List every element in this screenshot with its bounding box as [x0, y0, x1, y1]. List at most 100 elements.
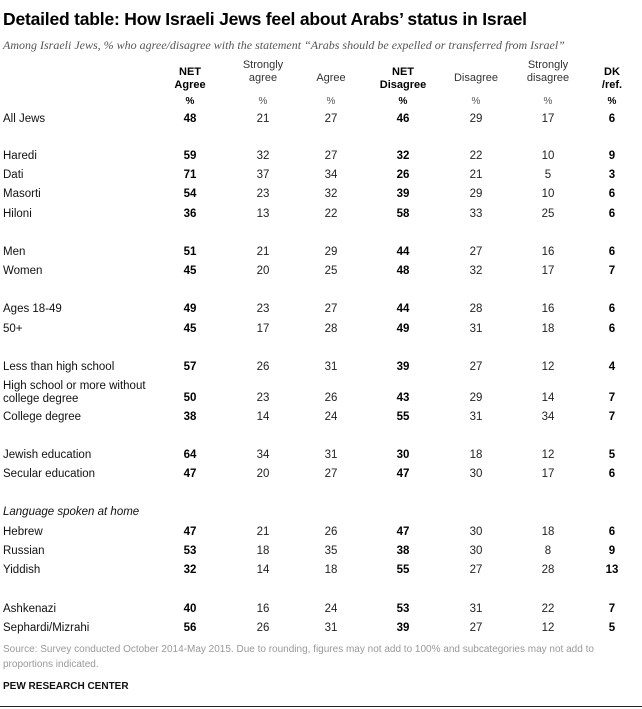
- table-cell: 23: [256, 303, 270, 315]
- table-cell: 48: [396, 265, 410, 277]
- table-cell: 59: [183, 150, 197, 162]
- table-cell: 71: [183, 169, 197, 181]
- table-cell: 44: [396, 246, 410, 258]
- table-cell: 6: [608, 323, 616, 335]
- column-header: Strongly agree: [242, 59, 284, 84]
- table-cell: 30: [396, 449, 410, 461]
- table-cell: 9: [608, 150, 616, 162]
- table-cell: 26: [256, 622, 270, 634]
- table-cell: 6: [608, 303, 616, 315]
- table-cell: 27: [324, 468, 338, 480]
- table-cell: 27: [324, 113, 338, 125]
- table-cell: 20: [256, 468, 270, 480]
- table-cell: 39: [396, 361, 410, 373]
- table-cell: 6: [608, 188, 616, 200]
- table-cell: 43: [396, 392, 410, 404]
- table-cell: 7: [608, 265, 616, 277]
- table-cell: 5: [608, 622, 616, 634]
- table-cell: 31: [324, 449, 338, 461]
- table-cell: 14: [256, 564, 270, 576]
- table-cell: 31: [469, 323, 483, 335]
- table-cell: 39: [396, 622, 410, 634]
- table-cell: 50: [183, 392, 197, 404]
- row-label: High school or more without college degr…: [3, 380, 146, 405]
- table-cell: 30: [469, 468, 483, 480]
- table-cell: 31: [324, 622, 338, 634]
- row-label: Jewish education: [3, 449, 92, 461]
- table-cell: 16: [541, 246, 555, 258]
- table-cell: 36: [183, 208, 197, 220]
- table-cell: 23: [256, 392, 270, 404]
- table-cell: 25: [541, 208, 555, 220]
- table-cell: 7: [608, 603, 616, 615]
- table-cell: 47: [396, 526, 410, 538]
- table-cell: 31: [469, 411, 483, 423]
- table-cell: 6: [608, 113, 616, 125]
- table-cell: 13: [605, 564, 619, 576]
- table-cell: 64: [183, 449, 197, 461]
- organization-credit: PEW RESEARCH CENTER: [3, 681, 129, 692]
- table-cell: 7: [608, 411, 616, 423]
- table-cell: 29: [324, 246, 338, 258]
- table-cell: 24: [324, 603, 338, 615]
- table-cell: 27: [469, 246, 483, 258]
- table-cell: 6: [608, 208, 616, 220]
- table-cell: 39: [396, 188, 410, 200]
- table-cell: 30: [469, 526, 483, 538]
- row-label: Hiloni: [3, 208, 32, 220]
- table-cell: 35: [324, 545, 338, 557]
- row-label: Russian: [3, 545, 45, 557]
- table-cell: 28: [324, 323, 338, 335]
- table-cell: 40: [183, 603, 197, 615]
- row-label: Yiddish: [3, 564, 41, 576]
- table-cell: 16: [256, 603, 270, 615]
- table-cell: 53: [183, 545, 197, 557]
- table-cell: 55: [396, 411, 410, 423]
- page-title: Detailed table: How Israeli Jews feel ab…: [3, 9, 527, 29]
- table-cell: 56: [183, 622, 197, 634]
- table-cell: 32: [324, 188, 338, 200]
- table-cell: 27: [324, 303, 338, 315]
- table-cell: 9: [608, 545, 616, 557]
- table-cell: 49: [183, 303, 197, 315]
- table-cell: 3: [608, 169, 616, 181]
- bottom-rule: [0, 706, 642, 707]
- table-cell: 6: [608, 526, 616, 538]
- table-cell: 12: [541, 361, 555, 373]
- table-cell: 27: [469, 564, 483, 576]
- table-cell: 37: [256, 169, 270, 181]
- column-header: DK/ref.: [601, 66, 623, 91]
- table-cell: 38: [396, 545, 410, 557]
- table-cell: 54: [183, 188, 197, 200]
- table-cell: 21: [256, 113, 270, 125]
- row-label: Haredi: [3, 150, 37, 162]
- table-cell: 30: [469, 545, 483, 557]
- row-label: 50+: [3, 323, 23, 335]
- table-cell: 10: [541, 188, 555, 200]
- column-unit: %: [398, 96, 408, 107]
- column-unit: %: [185, 96, 195, 107]
- table-cell: 22: [541, 603, 555, 615]
- row-label: Men: [3, 246, 26, 258]
- table-cell: 27: [469, 622, 483, 634]
- row-label: Women: [3, 265, 43, 277]
- table-cell: 33: [469, 208, 483, 220]
- table-cell: 23: [256, 188, 270, 200]
- table-cell: 58: [396, 208, 410, 220]
- table-cell: 29: [469, 392, 483, 404]
- table-cell: 49: [396, 323, 410, 335]
- table-cell: 12: [541, 449, 555, 461]
- table-cell: 47: [183, 526, 197, 538]
- table-cell: 25: [324, 265, 338, 277]
- table-cell: 45: [183, 265, 197, 277]
- table-cell: 21: [256, 526, 270, 538]
- table-cell: 34: [324, 169, 338, 181]
- page-subtitle: Among Israeli Jews, % who agree/disagree…: [3, 38, 565, 52]
- row-label: Hebrew: [3, 526, 43, 538]
- table-cell: 27: [324, 150, 338, 162]
- row-label: Dati: [3, 169, 24, 181]
- column-header: Strongly disagree: [526, 59, 570, 84]
- table-cell: 21: [256, 246, 270, 258]
- table-cell: 47: [183, 468, 197, 480]
